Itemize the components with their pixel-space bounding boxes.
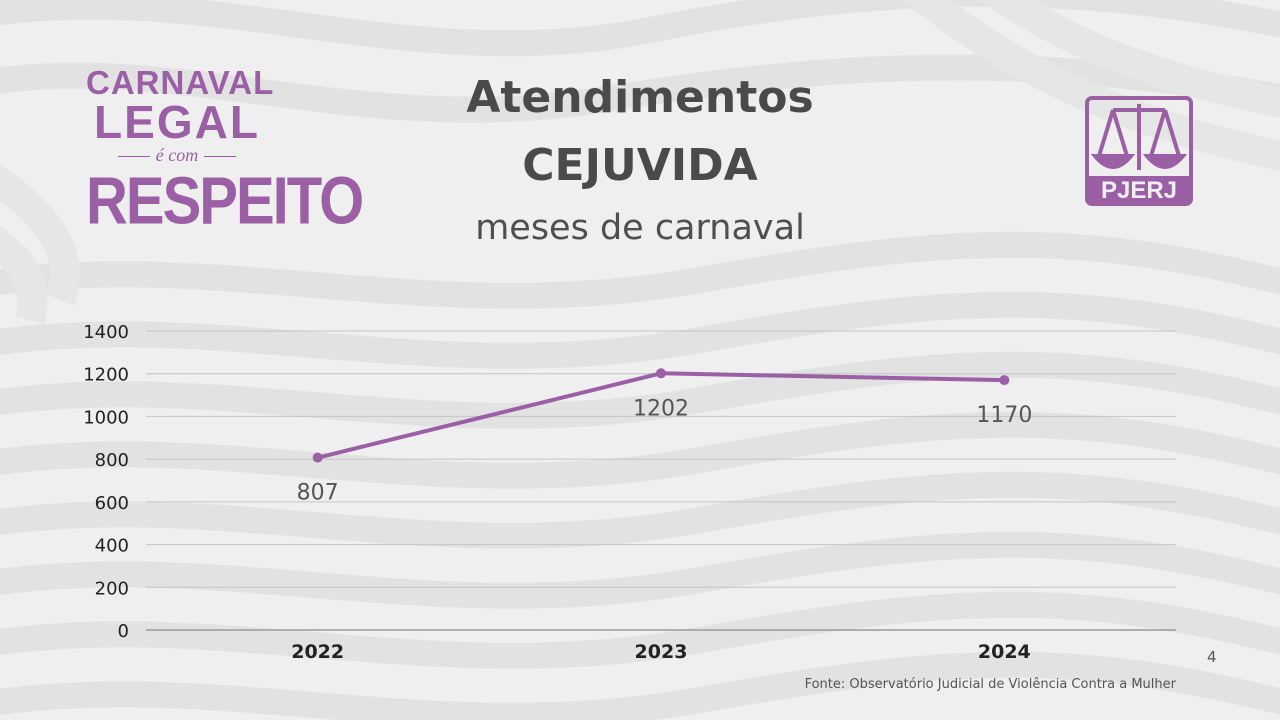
page-title-line1: Atendimentos (466, 72, 814, 123)
y-tick-label: 400 (95, 536, 129, 557)
data-point (312, 452, 323, 463)
page-title-line2: CEJUVIDA (522, 140, 758, 191)
data-label: 1170 (976, 403, 1032, 428)
logo-line3: é com (86, 144, 268, 166)
source-note: Fonte: Observatório Judicial de Violênci… (804, 677, 1176, 692)
pjerj-logo-text: PJERJ (1101, 177, 1177, 204)
y-tick-label: 600 (95, 493, 129, 514)
x-tick-label: 2022 (291, 641, 344, 663)
data-label: 1202 (633, 396, 689, 421)
x-tick-label: 2024 (978, 641, 1031, 663)
pjerj-logo: PJERJ (1085, 96, 1193, 206)
page-subtitle: meses de carnaval (475, 208, 805, 248)
y-tick-label: 0 (118, 621, 129, 642)
logo-line1: CARNAVAL (86, 64, 275, 101)
data-point (656, 368, 666, 379)
x-tick-label: 2023 (635, 641, 688, 663)
logo-line3-text: é com (155, 145, 199, 165)
logo-line2: LEGAL (94, 96, 260, 148)
y-tick-label: 800 (95, 450, 129, 471)
y-tick-label: 1400 (83, 322, 129, 343)
data-point (999, 375, 1010, 386)
y-tick-label: 1200 (83, 365, 129, 386)
y-tick-label: 1000 (83, 407, 129, 428)
y-tick-label: 200 (95, 578, 129, 599)
scales-of-justice-icon (1090, 104, 1188, 170)
data-label: 807 (297, 481, 339, 506)
page-number: 4 (1207, 648, 1217, 666)
